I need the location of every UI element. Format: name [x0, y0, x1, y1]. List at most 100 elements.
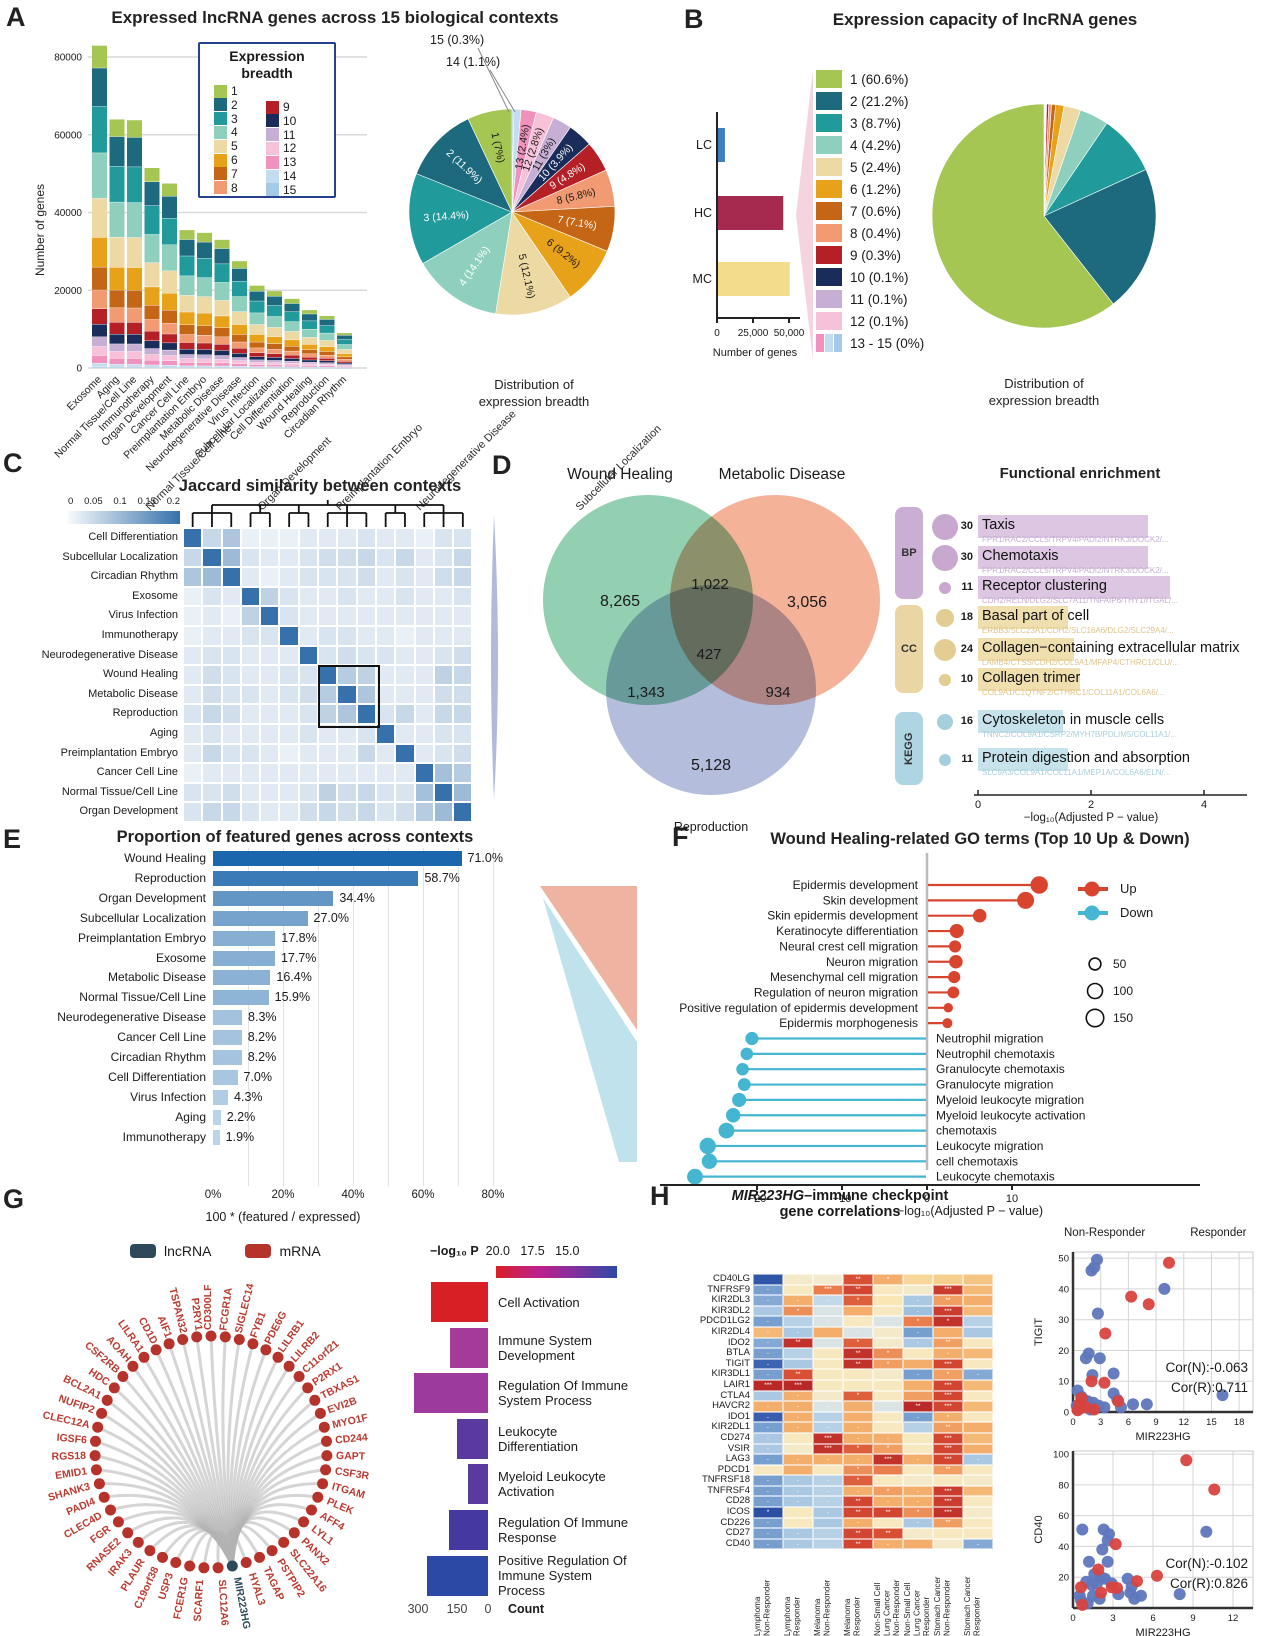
div-el: Stomach Cancer [933, 1576, 942, 1636]
legend-title-line1: Expression [229, 48, 305, 64]
go-bar [449, 1510, 488, 1550]
capacity-bar-chart: LC HC MC 0 25,000 50,000 Number of genes [660, 100, 845, 370]
rect-el [179, 367, 195, 369]
checkpoint-gene-label: KIR3DL1 [711, 1368, 750, 1380]
correlation-cell [813, 1517, 843, 1529]
lncrna-swatch [130, 1244, 156, 1258]
jaccard-cell [395, 625, 415, 646]
rect-el [232, 360, 247, 364]
jaccard-cell [433, 625, 454, 646]
correlation-cell: - [903, 1443, 933, 1455]
correlation-cell [903, 1274, 933, 1285]
jaccard-cell [221, 665, 241, 685]
rect-el [179, 324, 195, 335]
rect-el [232, 366, 247, 368]
mrna-swatch [245, 1244, 272, 1258]
correlation-cell: * [843, 1295, 873, 1306]
correlation-cell [813, 1369, 843, 1380]
correlation-cell: - [843, 1432, 873, 1444]
e-bar-label: Cell Differentiation [108, 1069, 206, 1084]
gridline [248, 848, 249, 1186]
rect-el [284, 363, 300, 365]
rect-el [319, 355, 335, 359]
rect-el [214, 300, 230, 316]
text-el: 50 [1058, 1254, 1069, 1265]
rect-el [127, 367, 142, 368]
responder-dot [1171, 1226, 1184, 1239]
jaccard-cell [298, 528, 319, 548]
rect-el [717, 128, 725, 162]
jaccard-cell [375, 743, 396, 764]
text-el: Skin development [823, 893, 919, 907]
rect-el [232, 353, 247, 358]
circle-el [1085, 1008, 1105, 1028]
jaccard-cell [240, 645, 261, 666]
correlation-cell [933, 1274, 963, 1285]
correlation-cell: - [753, 1401, 783, 1412]
go-bar-label: Regulation Of Immune Response [498, 1515, 629, 1545]
jaccard-cell [318, 606, 338, 626]
enrichment-bar [978, 668, 1080, 691]
checkpoint-gene-label: VSIR [727, 1442, 750, 1454]
capacity-legend-item-1: 1 (60.6%) [816, 68, 924, 90]
text-el: Myeloid leukocyte activation [936, 1108, 1085, 1122]
jaccard-cell [433, 645, 454, 666]
correlation-cell [963, 1464, 993, 1476]
jaccard-cell [375, 704, 396, 724]
go-bar-label: Cell Activation [498, 1294, 580, 1310]
circle-el [1076, 1523, 1089, 1536]
e-bar [213, 1129, 220, 1145]
div-el: Lymphoma [783, 1596, 792, 1636]
jaccard-cell [260, 763, 280, 783]
jaccard-cell [453, 782, 473, 803]
jaccard-cell [337, 723, 357, 744]
rect-el [144, 205, 160, 235]
text-el: 0 [1070, 1613, 1075, 1624]
legend-item-breadth-10: 10 [266, 114, 296, 128]
jaccard-row-label: Neurodegenerative Disease [41, 648, 178, 661]
circle-el [1092, 1563, 1105, 1576]
circle-el [1173, 1588, 1186, 1601]
checkpoint-col-label: Non-Small Cell Lung Cancer Responder [903, 1556, 933, 1636]
rect-el [179, 342, 195, 349]
circle-el [144, 1545, 156, 1557]
jaccard-cell [260, 665, 280, 685]
enrichment-genes: ERBB3/SLC23A1/CDH2/SLC16A6/DLG2/SLC29A4/… [982, 626, 1174, 635]
text-el: cell chemotaxis [936, 1154, 1018, 1168]
rect-el [284, 358, 300, 361]
correlation-cell: *** [933, 1507, 963, 1518]
text-el: 1,022 [691, 576, 729, 593]
checkpoint-gene-label: KIR2DL4 [711, 1325, 750, 1337]
circle-el [740, 1047, 754, 1061]
rect-el [302, 349, 317, 354]
e-bar-label: Virus Infection [130, 1089, 206, 1104]
jaccard-cell [395, 567, 415, 587]
jaccard-row-label: Exosome [132, 589, 178, 602]
text-el: 6 [1150, 1613, 1155, 1624]
colorbar-gradient [68, 511, 180, 524]
rect-el [214, 350, 230, 356]
legend-item-breadth-1: 1 [214, 84, 238, 98]
circle-el [1017, 891, 1035, 909]
rect-el [162, 367, 177, 368]
jaccard-cell [298, 763, 319, 783]
rect-el [144, 287, 160, 306]
path-el [195, 1336, 234, 1567]
jaccard-cell [337, 547, 357, 568]
rect-el [92, 106, 107, 153]
circle-el [138, 1351, 150, 1363]
span-el: 10 (0.1%) [850, 269, 909, 285]
svg-el: 20 40 60 80 100 0 3 6 9 12 CD40 MIR223HG Cor(N):-0.1… [1033, 1450, 1254, 1636]
rect-el [109, 322, 125, 335]
panel-e-label: E [3, 824, 22, 854]
go-bar-label: Immune System Development [498, 1332, 592, 1363]
jaccard-cell [318, 782, 338, 803]
correlation-cell: - [753, 1475, 783, 1486]
correlation-cell: - [753, 1295, 783, 1306]
checkpoint-gene-label: PDCD1 [717, 1463, 750, 1475]
gridline [353, 848, 354, 1186]
correlation-cell [873, 1464, 903, 1476]
rect-el [249, 334, 265, 342]
functional-enrichment-chart: BP CC KEGG 30 Taxis FPR1/RAC2/CCL5/TRPV4/PADI… [855, 455, 1269, 825]
text-el: RGS18 [51, 1450, 86, 1463]
